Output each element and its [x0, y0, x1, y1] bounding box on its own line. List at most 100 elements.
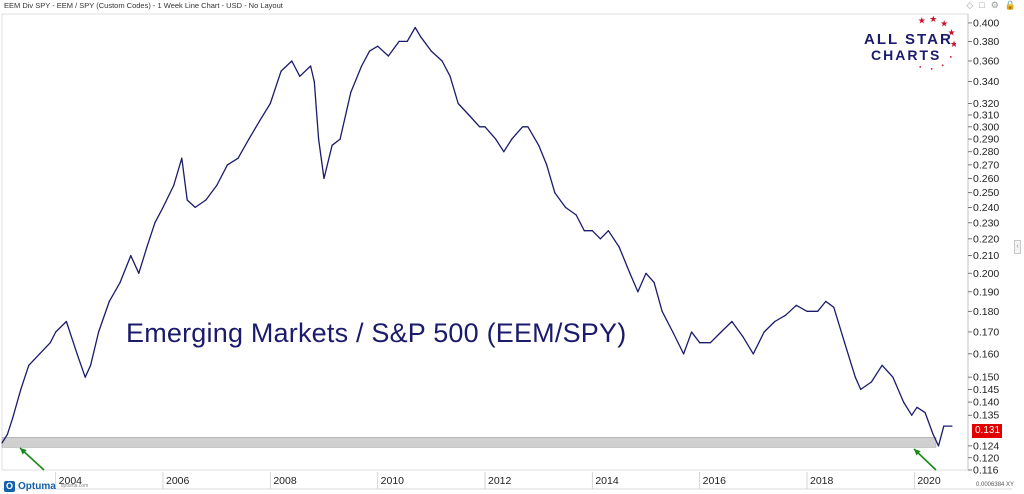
data-point: [398, 40, 400, 43]
y-tick-label: 0.300: [973, 121, 999, 133]
data-point: [817, 310, 819, 312]
data-point: [511, 138, 513, 140]
data-point: [323, 177, 325, 180]
y-tick-label: 0.340: [973, 76, 999, 88]
y-tick-label: 0.240: [973, 202, 999, 214]
data-point: [226, 164, 228, 166]
data-point: [752, 353, 754, 355]
data-point: [90, 364, 92, 366]
y-tick-label: 0.116: [973, 465, 999, 477]
optuma-url: optuma.com: [60, 483, 89, 489]
data-point: [280, 70, 282, 72]
y-tick-label: 0.170: [973, 326, 999, 338]
x-axis: 2004 2006 2008 2010 2012 2014 2016 2018 2020: [55, 472, 941, 489]
data-point: [951, 425, 953, 427]
square-icon[interactable]: □: [979, 0, 985, 10]
data-point: [138, 272, 140, 274]
x-tick-label: 2004: [59, 475, 83, 487]
data-point: [844, 342, 846, 344]
x-tick-label: 2018: [810, 475, 834, 487]
logo-line1: ALL STAR: [864, 31, 953, 48]
y-tick-label: 0.145: [973, 384, 999, 396]
x-tick-label: 2006: [166, 475, 190, 487]
y-tick-label: 0.135: [973, 410, 999, 422]
y-tick-label: 0.150: [973, 372, 999, 384]
support-band: [1, 436, 937, 448]
data-point: [457, 102, 459, 105]
series-line-0: [1, 26, 952, 447]
data-point: [194, 206, 196, 208]
data-point: [564, 206, 567, 208]
data-point: [216, 184, 218, 187]
data-point: [860, 388, 862, 390]
y-axis: 0.400 0.380 0.360 0.340 0.3200.3100.3000.290…: [967, 14, 999, 477]
data-point: [916, 406, 918, 408]
star-icon: ★: [940, 19, 948, 29]
optuma-brand-name: Optuma: [18, 480, 56, 492]
y-tick-label: 0.320: [973, 98, 999, 110]
data-point: [310, 65, 312, 67]
right-green-arrow-head: [914, 449, 921, 456]
data-point: [503, 151, 505, 153]
data-point: [98, 331, 100, 333]
y-tick-label: 0.124: [973, 440, 999, 452]
data-point: [369, 50, 371, 52]
data-point: [774, 320, 776, 323]
data-point: [377, 45, 379, 47]
y-tick-label: 0.260: [973, 173, 999, 185]
data-point: [331, 144, 333, 146]
top-bar: EEM Div SPY - EEM / SPY (Custom Codes) -…: [0, 0, 1024, 13]
y-tick-label: 0.210: [973, 250, 999, 262]
optuma-brand: O Optuma optuma.com: [4, 479, 88, 493]
data-point: [691, 331, 693, 333]
data-point: [406, 40, 408, 43]
data-point: [20, 388, 22, 390]
star-icon: ★: [929, 16, 937, 24]
scale-readout: 0.0006384 XY: [976, 482, 1015, 488]
data-point: [430, 50, 432, 52]
data-point: [546, 164, 548, 166]
lock-icon[interactable]: 🔒: [1004, 0, 1016, 10]
data-point: [672, 331, 674, 333]
panel-collapse-handle[interactable]: ‹: [1014, 240, 1021, 254]
y-tick-label: 0.120: [973, 452, 999, 464]
data-point: [825, 300, 827, 302]
last-value-badge: 0.131: [972, 424, 1002, 438]
star-icon: ●: [942, 62, 945, 67]
data-point: [495, 138, 497, 140]
x-tick-label: 2016: [703, 475, 727, 487]
star-icon: ●: [919, 64, 922, 69]
data-point: [291, 60, 293, 62]
data-point: [583, 230, 585, 232]
data-point: [39, 353, 41, 355]
data-point: [420, 36, 422, 38]
data-point: [833, 306, 835, 308]
star-icon: ★: [948, 27, 956, 37]
data-point: [618, 246, 620, 248]
data-point: [653, 281, 655, 283]
diamond-icon[interactable]: ◇: [966, 0, 974, 10]
arrow-layer: [19, 447, 937, 471]
data-point: [479, 126, 481, 128]
gear-icon[interactable]: ⚙: [990, 0, 999, 10]
right-green-arrow: [913, 448, 937, 471]
x-tick-label: 2014: [595, 475, 619, 487]
data-point: [205, 199, 207, 201]
support-band-layer: [1, 436, 937, 448]
left-green-arrow-head: [20, 448, 27, 455]
data-point: [55, 331, 57, 333]
plot-frame: [1, 13, 1012, 490]
data-point: [943, 425, 945, 427]
data-point: [12, 417, 14, 419]
data-point: [522, 126, 524, 128]
data-point: [6, 433, 8, 435]
data-point: [645, 272, 647, 274]
data-point: [881, 364, 883, 366]
y-tick-label: 0.280: [973, 146, 999, 158]
data-point: [162, 206, 164, 208]
data-point: [932, 433, 934, 435]
star-icon: ●: [930, 66, 933, 71]
data-point: [387, 55, 389, 57]
toolbar-icons: ◇ □ ⚙ 🔒: [966, 0, 1016, 11]
data-point: [554, 192, 556, 194]
